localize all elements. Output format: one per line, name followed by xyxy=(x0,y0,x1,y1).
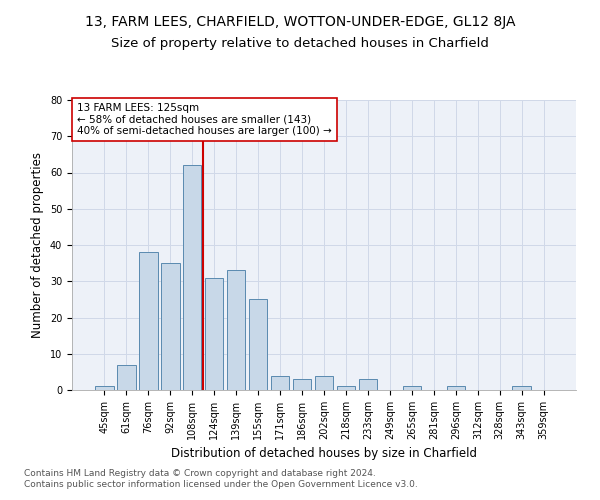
Text: 13, FARM LEES, CHARFIELD, WOTTON-UNDER-EDGE, GL12 8JA: 13, FARM LEES, CHARFIELD, WOTTON-UNDER-E… xyxy=(85,15,515,29)
Bar xyxy=(314,376,334,390)
Bar xyxy=(446,386,465,390)
Y-axis label: Number of detached properties: Number of detached properties xyxy=(31,152,44,338)
Text: Contains public sector information licensed under the Open Government Licence v3: Contains public sector information licen… xyxy=(24,480,418,489)
Bar xyxy=(227,270,245,390)
Text: Size of property relative to detached houses in Charfield: Size of property relative to detached ho… xyxy=(111,38,489,51)
Bar xyxy=(293,379,311,390)
Bar xyxy=(249,300,268,390)
Bar xyxy=(117,364,136,390)
Bar xyxy=(271,376,289,390)
Text: 13 FARM LEES: 125sqm
← 58% of detached houses are smaller (143)
40% of semi-deta: 13 FARM LEES: 125sqm ← 58% of detached h… xyxy=(77,103,332,136)
Bar xyxy=(161,263,179,390)
Text: Contains HM Land Registry data © Crown copyright and database right 2024.: Contains HM Land Registry data © Crown c… xyxy=(24,468,376,477)
Bar xyxy=(359,379,377,390)
Bar xyxy=(403,386,421,390)
Bar xyxy=(337,386,355,390)
Bar xyxy=(95,386,113,390)
Bar xyxy=(205,278,223,390)
Bar xyxy=(139,252,158,390)
X-axis label: Distribution of detached houses by size in Charfield: Distribution of detached houses by size … xyxy=(171,448,477,460)
Bar xyxy=(183,165,202,390)
Bar xyxy=(512,386,531,390)
